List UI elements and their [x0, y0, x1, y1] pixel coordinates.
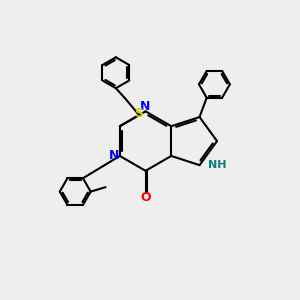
Text: O: O	[140, 191, 151, 204]
Text: N: N	[140, 100, 151, 112]
Text: S: S	[135, 107, 144, 120]
Text: NH: NH	[208, 160, 226, 170]
Text: N: N	[109, 149, 120, 162]
